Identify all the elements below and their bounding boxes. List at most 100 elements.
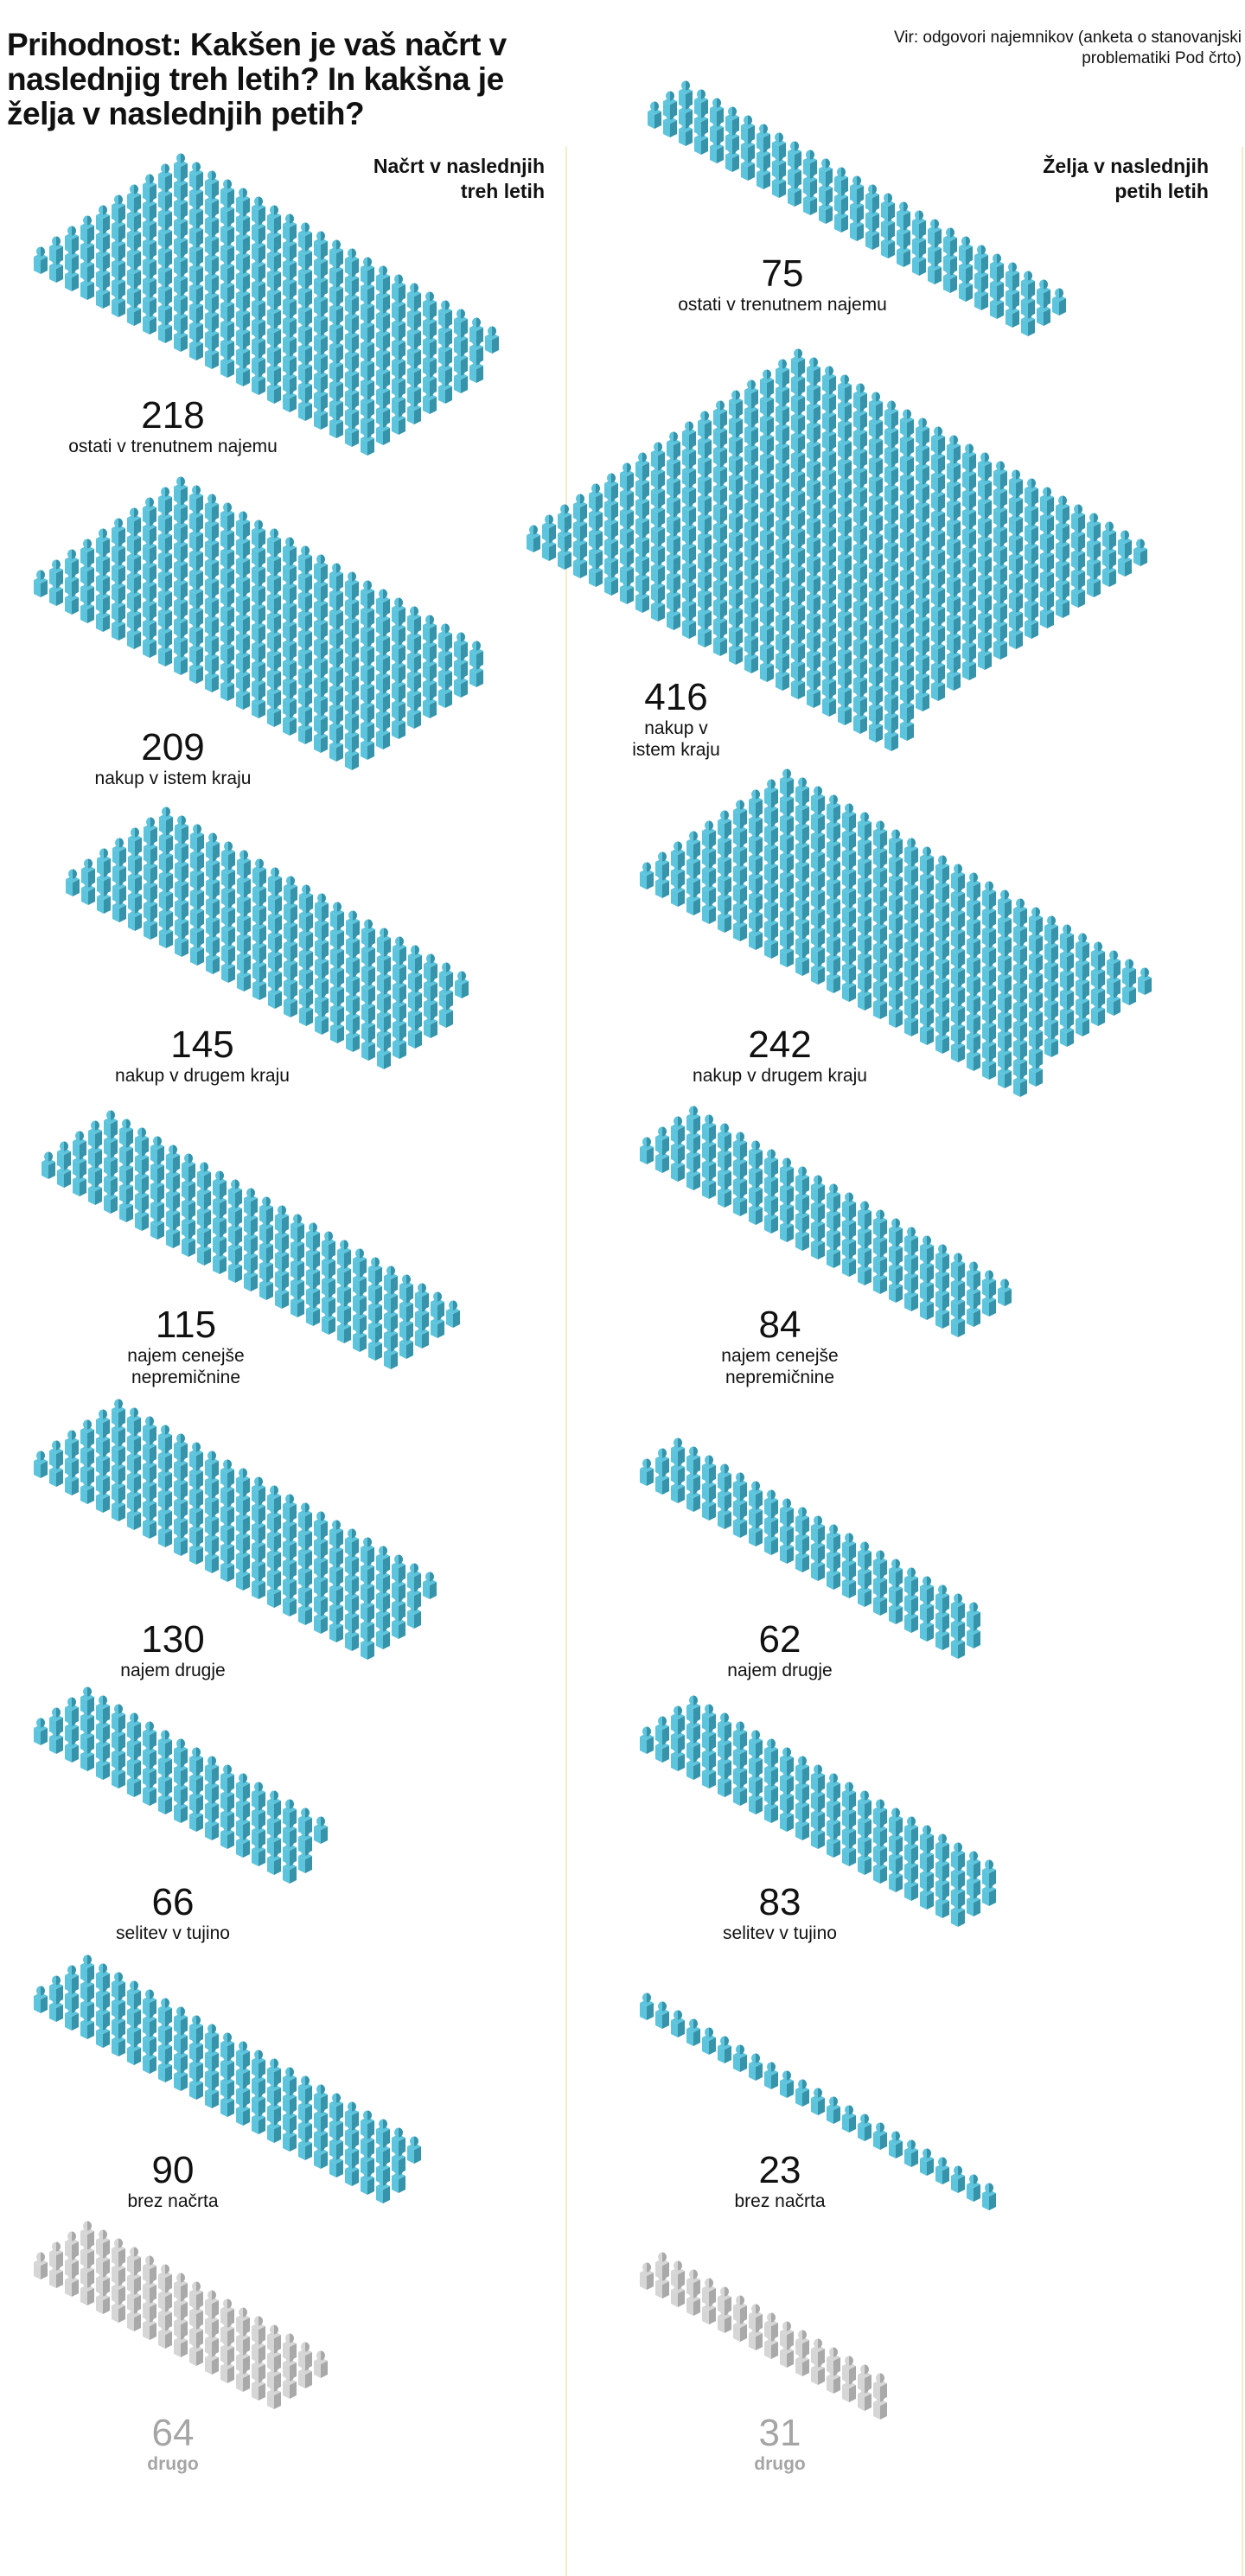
person-icon bbox=[42, 1151, 55, 1179]
person-icon bbox=[267, 528, 281, 556]
person-icon bbox=[197, 1238, 211, 1266]
person-icon bbox=[143, 1435, 156, 1463]
person-icon bbox=[346, 1024, 360, 1052]
person-icon bbox=[267, 338, 281, 366]
category-label: 145 nakup v drugem kraju bbox=[64, 1025, 341, 1087]
person-icon bbox=[34, 1986, 48, 2013]
person-icon bbox=[306, 1279, 320, 1307]
person-icon bbox=[236, 1506, 250, 1533]
person-icon bbox=[361, 919, 375, 947]
person-icon bbox=[290, 1252, 304, 1279]
person-icon bbox=[236, 283, 250, 310]
person-icon bbox=[469, 355, 483, 383]
value-label: 66 bbox=[151, 1881, 195, 1923]
person-icon bbox=[259, 1272, 273, 1300]
person-icon bbox=[361, 314, 374, 341]
person-icon bbox=[220, 236, 234, 264]
person-icon bbox=[314, 402, 328, 430]
person-icon bbox=[236, 587, 250, 615]
person-icon bbox=[640, 862, 654, 889]
person-icon bbox=[376, 322, 390, 350]
person-icon bbox=[314, 2350, 328, 2378]
person-icon bbox=[104, 1129, 118, 1157]
person-icon bbox=[376, 418, 390, 445]
person-icon bbox=[423, 329, 437, 357]
person-icon bbox=[174, 324, 188, 352]
person-icon bbox=[314, 725, 328, 753]
person-icon bbox=[361, 976, 375, 1004]
person-icon bbox=[733, 2044, 747, 2072]
person-icon bbox=[220, 616, 234, 644]
person-icon bbox=[112, 876, 126, 903]
category-name: nakup v drugem kraju bbox=[115, 1066, 290, 1086]
person-icon bbox=[283, 1589, 297, 1616]
person-icon bbox=[345, 381, 359, 409]
person-icon bbox=[65, 226, 79, 253]
person-icon bbox=[150, 1193, 164, 1221]
person-icon bbox=[236, 530, 250, 558]
person-icon bbox=[315, 1007, 329, 1035]
person-icon bbox=[49, 578, 63, 606]
category-label: 23 brez načrta bbox=[642, 2151, 918, 2212]
person-icon bbox=[353, 1324, 367, 1352]
person-icon bbox=[376, 1565, 390, 1592]
person-icon bbox=[205, 170, 219, 198]
person-icon bbox=[228, 1255, 242, 1283]
person-icon bbox=[34, 2252, 48, 2280]
person-icon bbox=[34, 570, 48, 597]
person-icon bbox=[205, 341, 219, 369]
person-icon bbox=[314, 1606, 328, 1634]
person-icon bbox=[66, 869, 80, 896]
person-icon bbox=[439, 1000, 453, 1028]
person-icon bbox=[112, 271, 125, 298]
person-icon bbox=[159, 883, 173, 910]
person-icon bbox=[205, 1508, 219, 1535]
person-icon bbox=[144, 912, 157, 940]
person-icon bbox=[749, 2053, 763, 2081]
person-icon bbox=[252, 596, 265, 623]
person-icon bbox=[827, 2096, 840, 2124]
person-icon bbox=[205, 1546, 219, 1573]
person-icon bbox=[314, 611, 328, 639]
person-icon bbox=[399, 1293, 413, 1321]
person-icon bbox=[384, 1342, 398, 1369]
person-icon bbox=[368, 1333, 382, 1361]
person-icon bbox=[80, 596, 94, 623]
person-icon bbox=[858, 2114, 872, 2141]
person-icon bbox=[469, 660, 483, 687]
person-icon bbox=[345, 705, 359, 732]
person-icon bbox=[439, 962, 453, 990]
person-icon bbox=[345, 590, 359, 618]
person-icon bbox=[485, 326, 499, 354]
category-label: 83 selitev v tujino bbox=[642, 1883, 918, 1944]
value-label: 416 bbox=[644, 676, 708, 718]
person-icon bbox=[158, 1463, 172, 1490]
person-icon bbox=[104, 1186, 118, 1214]
category-name: najem cenejše nepremičnine bbox=[127, 1346, 245, 1387]
person-icon bbox=[49, 236, 63, 264]
person-icon bbox=[275, 1281, 289, 1309]
person-icon bbox=[298, 393, 312, 421]
person-icon bbox=[376, 589, 390, 616]
person-icon bbox=[236, 1563, 250, 1591]
person-icon bbox=[454, 366, 468, 393]
category-name: selitev v tujino bbox=[723, 1923, 837, 1943]
person-icon bbox=[189, 504, 203, 532]
person-icon bbox=[158, 639, 172, 666]
person-icon bbox=[81, 877, 95, 905]
person-icon bbox=[267, 319, 281, 347]
person-icon bbox=[384, 1323, 398, 1350]
person-icon bbox=[158, 277, 172, 305]
person-icon bbox=[158, 544, 172, 571]
category-name: ostati v trenutnem najemu bbox=[68, 437, 278, 456]
person-icon bbox=[174, 248, 188, 276]
person-icon bbox=[158, 582, 172, 609]
person-icon bbox=[764, 2062, 778, 2089]
person-icon bbox=[143, 288, 156, 316]
person-icon bbox=[127, 1502, 141, 1530]
person-icon bbox=[143, 630, 156, 658]
person-icon bbox=[97, 886, 111, 914]
person-icon bbox=[252, 310, 265, 338]
person-icon bbox=[96, 1485, 110, 1513]
person-icon bbox=[314, 668, 328, 696]
